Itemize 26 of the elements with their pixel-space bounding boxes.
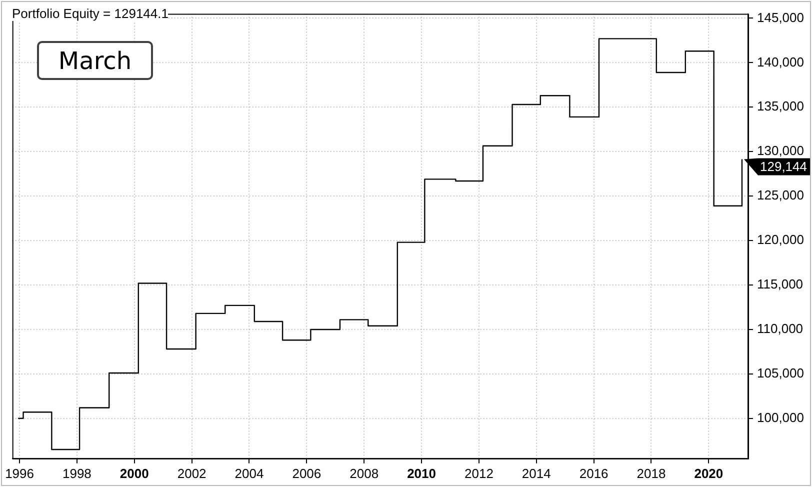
x-tick-label: 2006	[292, 466, 322, 481]
x-tick-label: 1996	[5, 466, 34, 481]
annotation: 129,144	[760, 158, 808, 174]
x-tick-label: 2008	[350, 466, 379, 481]
x-tick-label: 2002	[177, 466, 206, 481]
y-tick-label: 130,000	[757, 143, 804, 158]
x-tick-label: 2020	[694, 466, 724, 481]
x-tick-label: 2016	[579, 466, 608, 481]
x-tick-label: 2010	[407, 466, 436, 481]
y-tick-label: 115,000	[757, 276, 804, 292]
y-tick-label: 110,000	[757, 321, 804, 336]
y-tick-label: 135,000	[757, 98, 804, 114]
x-tick-label: 2012	[464, 466, 494, 481]
y-tick-label: 120,000	[757, 232, 804, 248]
y-tick-label: 145,000	[757, 10, 804, 25]
y-tick-label: 125,000	[757, 188, 804, 203]
x-tick-label: 2014	[522, 466, 551, 481]
y-tick-label: 100,000	[757, 410, 804, 425]
y-tick-label: 140,000	[757, 54, 804, 70]
x-tick-label: 2018	[636, 466, 666, 481]
x-tick-label: 2004	[234, 466, 264, 481]
x-tick-label: 2000	[120, 466, 149, 481]
chart-title: Portfolio Equity = 129144.1	[12, 6, 168, 21]
y-tick-label: 105,000	[757, 366, 804, 381]
annotation: March	[37, 41, 153, 80]
x-tick-label: 1998	[62, 466, 92, 481]
